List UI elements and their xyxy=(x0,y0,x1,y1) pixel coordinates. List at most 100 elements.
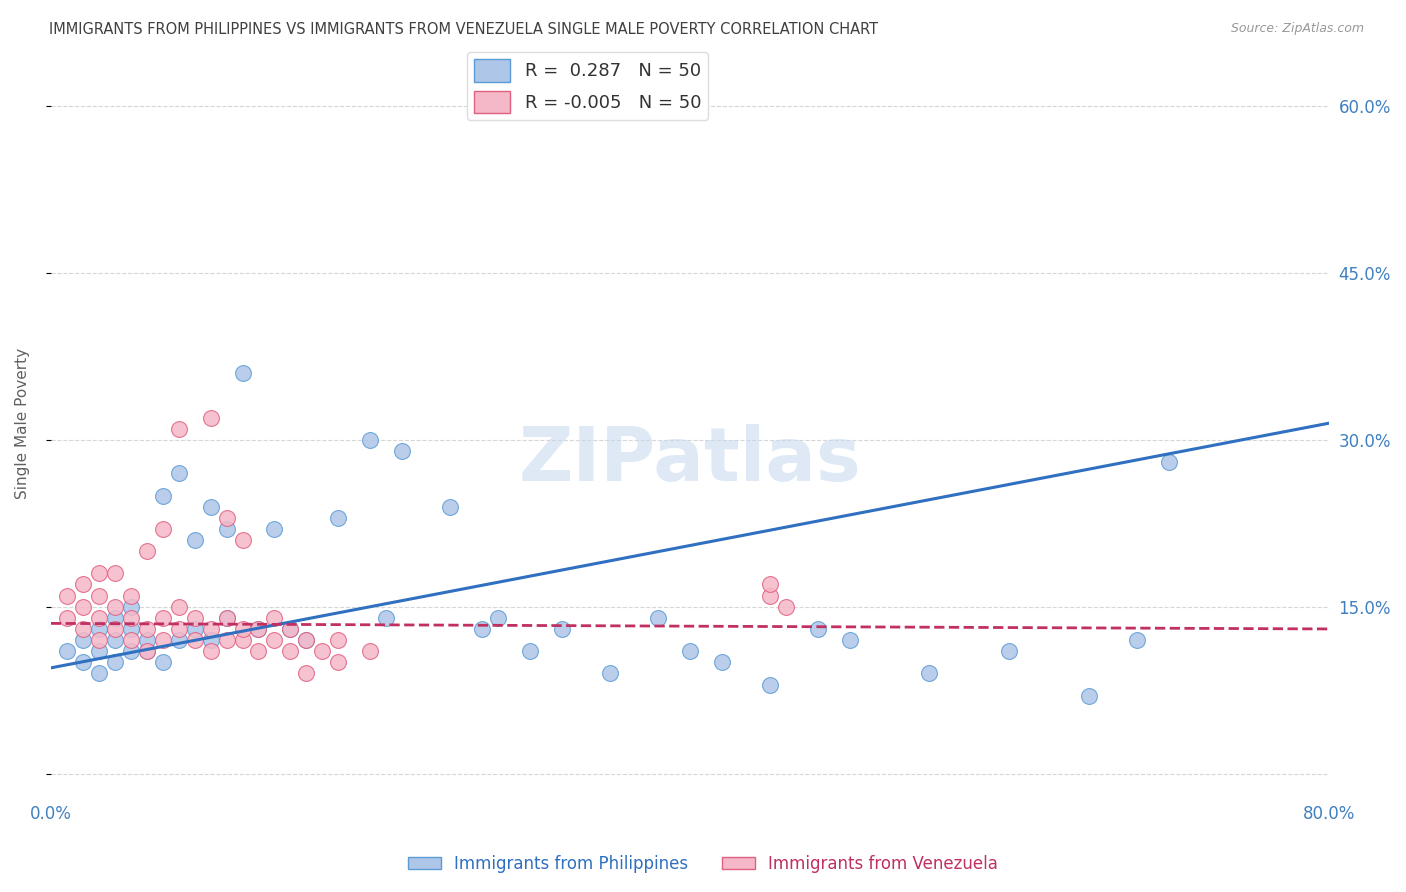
Point xyxy=(1078,689,1101,703)
Point xyxy=(359,644,381,658)
Point xyxy=(120,611,142,625)
Point xyxy=(120,622,142,636)
Point xyxy=(120,589,142,603)
Point xyxy=(104,622,127,636)
Point xyxy=(104,611,127,625)
Point xyxy=(183,633,205,648)
Point xyxy=(391,444,413,458)
Point xyxy=(918,666,941,681)
Point xyxy=(328,656,350,670)
Point xyxy=(87,589,110,603)
Point xyxy=(56,644,79,658)
Point xyxy=(471,622,494,636)
Point xyxy=(104,599,127,614)
Point xyxy=(247,622,270,636)
Point xyxy=(167,422,190,436)
Point xyxy=(758,589,780,603)
Point xyxy=(135,644,157,658)
Point xyxy=(152,611,174,625)
Point xyxy=(135,544,157,558)
Point xyxy=(200,644,222,658)
Point xyxy=(200,622,222,636)
Point xyxy=(87,666,110,681)
Point xyxy=(183,533,205,547)
Point xyxy=(200,500,222,514)
Point xyxy=(167,633,190,648)
Point xyxy=(152,633,174,648)
Point xyxy=(72,599,94,614)
Point xyxy=(215,522,238,536)
Point xyxy=(599,666,621,681)
Point xyxy=(375,611,398,625)
Point xyxy=(152,656,174,670)
Point xyxy=(263,611,285,625)
Point xyxy=(87,633,110,648)
Point xyxy=(231,533,253,547)
Point xyxy=(231,633,253,648)
Point xyxy=(263,522,285,536)
Point xyxy=(120,644,142,658)
Point xyxy=(135,633,157,648)
Point xyxy=(120,599,142,614)
Y-axis label: Single Male Poverty: Single Male Poverty xyxy=(15,348,30,499)
Point xyxy=(311,644,333,658)
Point xyxy=(231,366,253,380)
Point xyxy=(551,622,574,636)
Point xyxy=(183,611,205,625)
Point xyxy=(87,622,110,636)
Point xyxy=(56,589,79,603)
Point xyxy=(519,644,541,658)
Text: Source: ZipAtlas.com: Source: ZipAtlas.com xyxy=(1230,22,1364,36)
Point xyxy=(758,677,780,691)
Point xyxy=(710,656,733,670)
Point xyxy=(87,566,110,581)
Point xyxy=(295,633,318,648)
Point xyxy=(104,633,127,648)
Point xyxy=(167,599,190,614)
Point xyxy=(135,622,157,636)
Point xyxy=(1126,633,1149,648)
Point xyxy=(359,433,381,447)
Point xyxy=(215,611,238,625)
Point xyxy=(152,488,174,502)
Point xyxy=(135,644,157,658)
Point xyxy=(72,577,94,591)
Point xyxy=(775,599,797,614)
Point xyxy=(231,622,253,636)
Point xyxy=(295,666,318,681)
Point xyxy=(167,467,190,481)
Point xyxy=(247,644,270,658)
Point xyxy=(87,644,110,658)
Point xyxy=(72,633,94,648)
Point xyxy=(998,644,1021,658)
Text: IMMIGRANTS FROM PHILIPPINES VS IMMIGRANTS FROM VENEZUELA SINGLE MALE POVERTY COR: IMMIGRANTS FROM PHILIPPINES VS IMMIGRANT… xyxy=(49,22,879,37)
Point xyxy=(647,611,669,625)
Point xyxy=(1157,455,1180,469)
Point xyxy=(72,622,94,636)
Point xyxy=(439,500,461,514)
Point xyxy=(183,622,205,636)
Point xyxy=(72,656,94,670)
Point xyxy=(87,611,110,625)
Point xyxy=(104,656,127,670)
Point xyxy=(167,622,190,636)
Point xyxy=(263,633,285,648)
Point xyxy=(838,633,860,648)
Point xyxy=(328,633,350,648)
Point xyxy=(56,611,79,625)
Point xyxy=(328,510,350,524)
Point xyxy=(200,633,222,648)
Point xyxy=(280,622,302,636)
Point xyxy=(200,410,222,425)
Point xyxy=(152,522,174,536)
Point xyxy=(486,611,509,625)
Point xyxy=(247,622,270,636)
Point xyxy=(280,622,302,636)
Text: ZIPatlas: ZIPatlas xyxy=(519,424,860,497)
Point xyxy=(215,633,238,648)
Legend: Immigrants from Philippines, Immigrants from Venezuela: Immigrants from Philippines, Immigrants … xyxy=(401,848,1005,880)
Point xyxy=(280,644,302,658)
Point xyxy=(679,644,702,658)
Point xyxy=(104,566,127,581)
Point xyxy=(807,622,830,636)
